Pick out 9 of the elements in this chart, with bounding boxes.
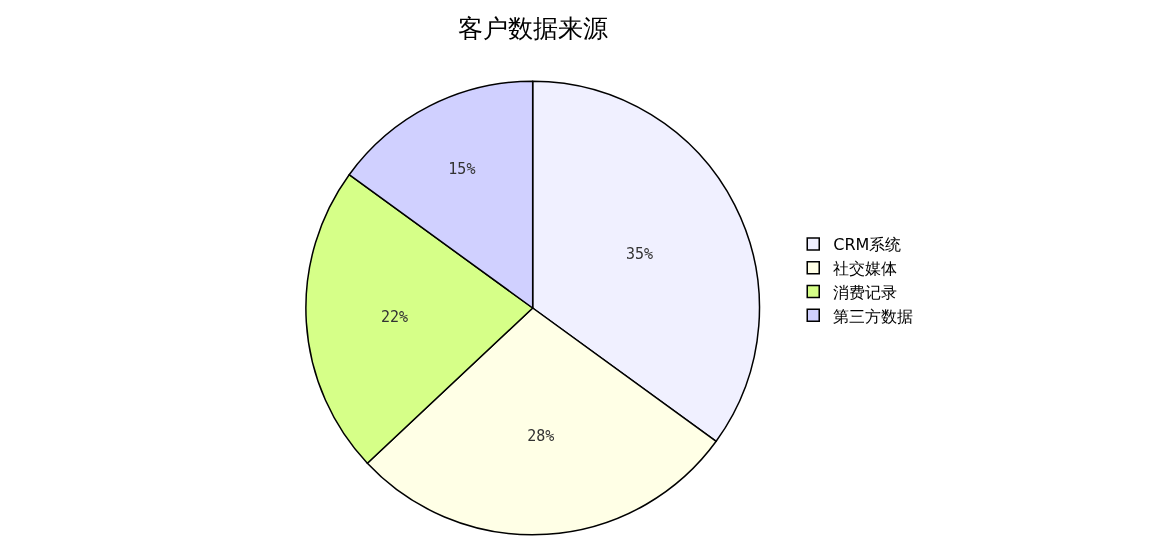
data-label: 22%	[380, 307, 408, 326]
legend-label: 消费记录	[833, 282, 898, 302]
data-label: 28%	[527, 426, 555, 445]
legend-label: 社交媒体	[833, 258, 898, 278]
legend-label: 第三方数据	[833, 306, 914, 326]
data-label: 15%	[448, 160, 476, 179]
chart-title: 客户数据来源	[457, 13, 608, 43]
legend-label: CRM系统	[833, 235, 902, 255]
data-label: 35%	[626, 244, 654, 263]
